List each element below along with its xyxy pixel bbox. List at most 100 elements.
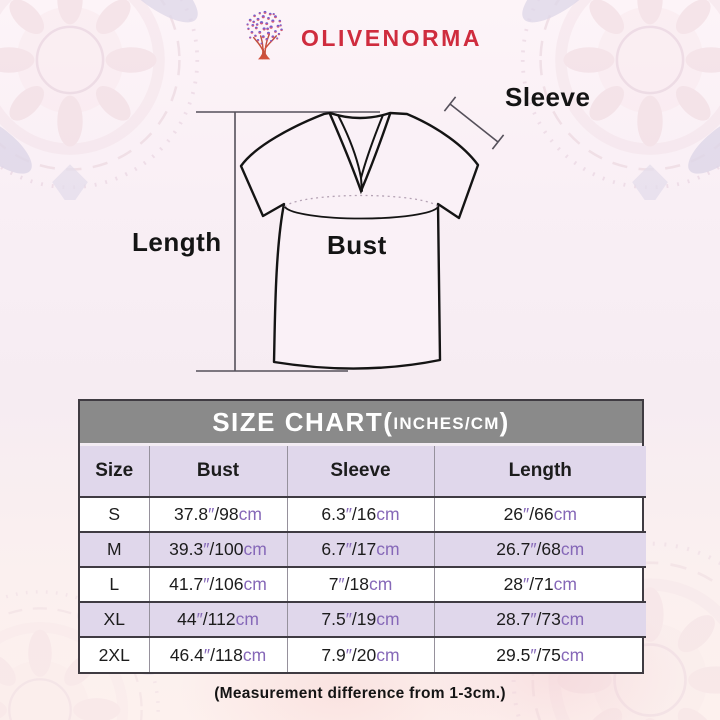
measurement-value: 44 (177, 609, 197, 629)
measurement-value: 106 (214, 574, 244, 594)
size-cell: L (80, 566, 149, 602)
cm-label: cm (376, 504, 400, 524)
measurement-value: 18 (349, 574, 369, 594)
separator: / (536, 539, 542, 559)
measurement-value: 17 (356, 539, 377, 559)
bust-cell: 46.4″/118cm (148, 636, 287, 672)
inch-mark: ″ (203, 574, 210, 594)
measurement-value: 28 (503, 574, 524, 594)
column-header-sleeve: Sleeve (286, 446, 434, 497)
measurement-value: 68 (541, 539, 561, 559)
inch-mark: ″ (530, 539, 537, 559)
measurement-value: 7 (328, 574, 339, 594)
separator: / (351, 539, 357, 559)
separator: / (536, 609, 542, 629)
cm-label: cm (376, 644, 400, 665)
bust-cell: 39.3″/100cm (148, 531, 287, 567)
measurement-value: 118 (214, 644, 243, 665)
title-units-text: INCHES/CM (393, 414, 500, 433)
measurement-value: 66 (534, 504, 554, 524)
table-row: 2XL 46.4″/118cm 7.9″/20cm 29.5″/75cm (80, 636, 646, 672)
size-chart-title: SIZE CHART(INCHES/CM) (80, 401, 642, 446)
separator: / (209, 574, 215, 594)
separator: / (536, 644, 542, 665)
sleeve-label: Sleeve (505, 82, 591, 112)
sleeve-cell: 7.9″/20cm (286, 636, 434, 672)
column-header-size: Size (80, 446, 149, 497)
separator: / (351, 504, 357, 524)
separator: / (344, 574, 350, 594)
size-cell: M (80, 531, 149, 567)
inch-mark: ″ (523, 574, 530, 594)
measurement-value: 28.7 (496, 609, 531, 629)
cm-label: cm (560, 539, 585, 559)
separator: / (210, 644, 215, 665)
cm-label: cm (560, 644, 585, 665)
measurement-value: 112 (207, 609, 236, 629)
sleeve-cell: 7.5″/19cm (286, 601, 434, 637)
table-row: S 37.8″/98cm 6.3″/16cm 26″/66cm (80, 496, 646, 532)
table-row: L 41.7″/106cm 7″/18cm 28″/71cm (80, 566, 646, 602)
measurement-value: 37.8 (174, 504, 209, 524)
measurement-note: (Measurement difference from 1-3cm.) (214, 685, 506, 702)
measurement-value: 98 (219, 504, 239, 524)
measurement-value: 75 (541, 644, 561, 665)
cm-label: cm (376, 539, 400, 559)
measurement-value: 100 (214, 539, 244, 559)
column-header-length: Length (433, 446, 646, 497)
cm-label: cm (235, 609, 259, 629)
sleeve-cell: 6.3″/16cm (286, 496, 434, 532)
bust-cell: 41.7″/106cm (148, 566, 287, 602)
separator: / (529, 504, 535, 524)
measurement-value: 19 (356, 609, 377, 629)
measurement-value: 46.4 (169, 644, 204, 665)
measurement-value: 7.9 (321, 644, 346, 665)
length-cell: 26″/66cm (433, 496, 646, 532)
measurement-value: 41.7 (169, 574, 204, 594)
cm-label: cm (376, 609, 400, 629)
inch-mark: ″ (345, 539, 352, 559)
cm-label: cm (243, 574, 267, 594)
measurement-value: 29.5 (496, 644, 531, 665)
inch-mark: ″ (203, 644, 211, 665)
cm-label: cm (368, 574, 393, 594)
separator: / (202, 609, 208, 629)
measurement-value: 26.7 (496, 539, 531, 559)
size-cell: XL (80, 601, 149, 637)
sleeve-cell: 7″/18cm (286, 566, 434, 602)
size-chart: SIZE CHART(INCHES/CM) Size Bust Sleeve L… (78, 399, 646, 674)
bust-cell: 37.8″/98cm (148, 496, 287, 532)
gradient-tree-icon (246, 10, 283, 60)
inch-mark: ″ (196, 609, 203, 629)
inch-mark: ″ (338, 574, 345, 594)
measurement-value: 6.7 (321, 539, 346, 559)
inch-mark: ″ (530, 609, 537, 629)
length-label: Length (132, 227, 222, 257)
bust-cell: 44″/112cm (148, 601, 287, 637)
size-table: Size Bust Sleeve Length S 37.8″/98cm 6.3… (80, 446, 646, 672)
measurement-value: 6.3 (321, 504, 346, 524)
inch-mark: ″ (208, 504, 215, 524)
column-header-bust: Bust (148, 446, 287, 497)
length-cell: 26.7″/68cm (433, 531, 646, 567)
title-close-text: ) (499, 406, 510, 437)
cm-label: cm (238, 504, 262, 524)
bust-label: Bust (327, 230, 387, 260)
cm-label: cm (553, 504, 577, 524)
separator: / (351, 644, 357, 665)
cm-label: cm (243, 539, 267, 559)
measurement-value: 73 (541, 609, 561, 629)
bust-dotted-line (284, 194, 439, 208)
inch-mark: ″ (523, 504, 530, 524)
measurement-value: 26 (503, 504, 524, 524)
inch-mark: ″ (345, 644, 352, 665)
table-row: M 39.3″/100cm 6.7″/17cm 26.7″/68cm (80, 531, 646, 567)
title-text: SIZE CHART( (212, 406, 394, 437)
bust-line (284, 206, 439, 220)
separator: / (529, 574, 535, 594)
cm-label: cm (560, 609, 585, 629)
table-row: XL 44″/112cm 7.5″/19cm 28.7″/73cm (80, 601, 646, 637)
separator: / (214, 504, 220, 524)
measurement-value: 20 (356, 644, 377, 665)
